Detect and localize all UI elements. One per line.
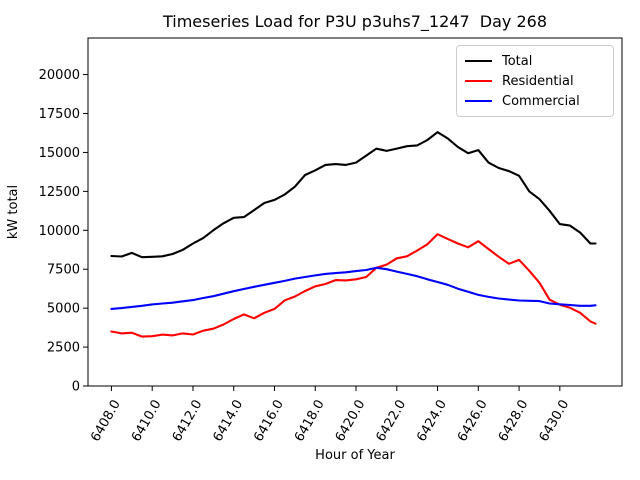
legend-item-total: Total <box>465 51 605 71</box>
svg-text:6416.0: 6416.0 <box>251 398 287 445</box>
legend-label-total: Total <box>502 53 533 69</box>
total-line-swatch <box>465 60 492 62</box>
svg-text:6408.0: 6408.0 <box>88 398 124 445</box>
svg-text:6428.0: 6428.0 <box>496 398 532 445</box>
svg-text:6424.0: 6424.0 <box>414 398 450 445</box>
svg-text:6410.0: 6410.0 <box>129 398 165 445</box>
svg-text:6420.0: 6420.0 <box>333 398 369 445</box>
legend-item-residential: Residential <box>465 71 605 91</box>
svg-text:7500: 7500 <box>47 263 80 278</box>
svg-text:5000: 5000 <box>47 302 80 317</box>
y-axis-label: kW total <box>6 185 21 239</box>
svg-text:6422.0: 6422.0 <box>374 398 410 445</box>
svg-text:6430.0: 6430.0 <box>537 398 573 445</box>
commercial-line-swatch <box>465 100 492 102</box>
legend-item-commercial: Commercial <box>465 91 605 111</box>
svg-text:6418.0: 6418.0 <box>292 398 328 445</box>
svg-text:15000: 15000 <box>39 146 80 161</box>
residential-line-swatch <box>465 80 492 82</box>
svg-text:20000: 20000 <box>39 68 80 83</box>
svg-text:17500: 17500 <box>39 107 80 122</box>
legend-label-residential: Residential <box>502 73 574 89</box>
legend-label-commercial: Commercial <box>502 93 580 109</box>
chart-title: Timeseries Load for P3U p3uhs7_1247 Day … <box>162 12 547 32</box>
svg-text:2500: 2500 <box>47 341 80 356</box>
svg-text:6412.0: 6412.0 <box>170 398 206 445</box>
svg-text:12500: 12500 <box>39 185 80 200</box>
x-axis-label: Hour of Year <box>315 448 395 463</box>
svg-text:6426.0: 6426.0 <box>455 398 491 445</box>
svg-text:6414.0: 6414.0 <box>210 398 246 445</box>
svg-text:10000: 10000 <box>39 224 80 239</box>
legend: Total Residential Commercial <box>456 45 614 117</box>
svg-text:0: 0 <box>72 380 80 395</box>
